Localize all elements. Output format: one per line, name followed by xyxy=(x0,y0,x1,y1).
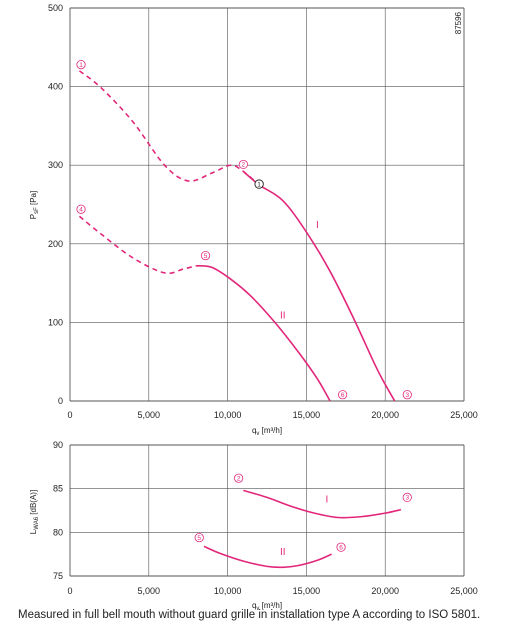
marker-label: 2 xyxy=(242,162,246,169)
marker-label: 5 xyxy=(197,535,201,542)
marker-label: 6 xyxy=(341,392,345,399)
series-label: I xyxy=(325,495,328,506)
curve-marker: 2 xyxy=(238,159,248,170)
series-label: II xyxy=(280,310,286,321)
y-tick-label: 400 xyxy=(48,82,63,92)
x-tick-label: 25,000 xyxy=(450,586,478,596)
marker-circle xyxy=(200,250,211,261)
curve-marker: 3 xyxy=(402,492,412,502)
marker-circle xyxy=(402,492,412,502)
marker-label: 6 xyxy=(339,544,343,551)
marker-label: 3 xyxy=(405,495,409,502)
marker-circle xyxy=(76,204,86,214)
marker-circle xyxy=(402,390,412,400)
figure-id: 87596 xyxy=(454,11,463,34)
series-label: II xyxy=(280,547,286,558)
curve-marker: 6 xyxy=(338,390,348,400)
x-tick-label: 5,000 xyxy=(138,410,161,420)
series-label: I xyxy=(316,220,319,231)
y-axis-label: LWA6 [dB(A)] xyxy=(29,490,40,534)
curve-marker: 1 xyxy=(76,59,86,70)
x-tick-label: 10,000 xyxy=(214,586,242,596)
y-tick-label: 0 xyxy=(58,396,63,406)
operating-point-label: 1 xyxy=(257,181,261,188)
marker-label: 5 xyxy=(204,253,208,260)
x-tick-label: 15,000 xyxy=(293,586,321,596)
marker-label: 2 xyxy=(237,475,241,482)
figure-caption: Measured in full bell mouth without guar… xyxy=(18,609,481,621)
series-1-dashed-line xyxy=(78,70,260,186)
chart-panel-1: 0 5,000 10,000 15,000 20,000 25,000 0 100 200 300… xyxy=(29,3,478,437)
series-2-dashed-line xyxy=(78,215,197,275)
x-tick-label: 20,000 xyxy=(371,410,399,420)
curve-marker: 3 xyxy=(402,390,412,400)
marker-circle xyxy=(338,390,348,400)
y-tick-label: 90 xyxy=(53,440,63,450)
series-2-solid-line xyxy=(203,545,332,569)
marker-circle xyxy=(76,59,86,70)
y-tick-label: 200 xyxy=(48,239,63,249)
marker-label: 1 xyxy=(79,62,83,69)
marker-label: 3 xyxy=(405,392,409,399)
operating-point: 1 xyxy=(254,179,264,189)
series-1-solid-line xyxy=(242,170,396,402)
x-axis-label: qv [m³/h] xyxy=(252,601,282,612)
y-tick-label: 500 xyxy=(48,3,63,13)
marker-label: 4 xyxy=(79,207,83,214)
x-tick-label: 10,000 xyxy=(214,410,242,420)
x-tick-label: 5,000 xyxy=(138,586,161,596)
x-tick-label: 25,000 xyxy=(450,410,478,420)
y-tick-label: 85 xyxy=(53,484,63,494)
series-2-solid-line xyxy=(196,265,331,402)
y-tick-label: 300 xyxy=(48,160,63,170)
y-tick-label: 80 xyxy=(53,527,63,537)
curve-marker: 5 xyxy=(194,532,204,543)
y-tick-label: 100 xyxy=(48,317,63,327)
curve-marker: 2 xyxy=(234,473,244,483)
x-axis-label: qv [m³/h] xyxy=(252,426,282,437)
marker-circle xyxy=(234,473,244,483)
x-tick-label: 0 xyxy=(67,586,72,596)
curve-marker: 6 xyxy=(336,542,346,552)
curve-marker: 4 xyxy=(76,204,86,214)
series-1-solid-line xyxy=(243,489,402,519)
x-tick-label: 0 xyxy=(67,410,72,420)
y-axis-label: PsF [Pa] xyxy=(29,191,40,219)
marker-circle xyxy=(336,542,346,552)
marker-circle xyxy=(238,159,248,170)
chart-panel-2: 0 5,000 10,000 15,000 20,000 25,000 75 80 85 90 qv… xyxy=(29,440,478,612)
marker-circle xyxy=(194,532,204,543)
y-tick-label: 75 xyxy=(53,571,63,581)
x-tick-label: 20,000 xyxy=(371,586,399,596)
operating-point-circle xyxy=(254,179,264,189)
x-tick-label: 15,000 xyxy=(293,410,321,420)
curve-marker: 5 xyxy=(200,250,211,261)
